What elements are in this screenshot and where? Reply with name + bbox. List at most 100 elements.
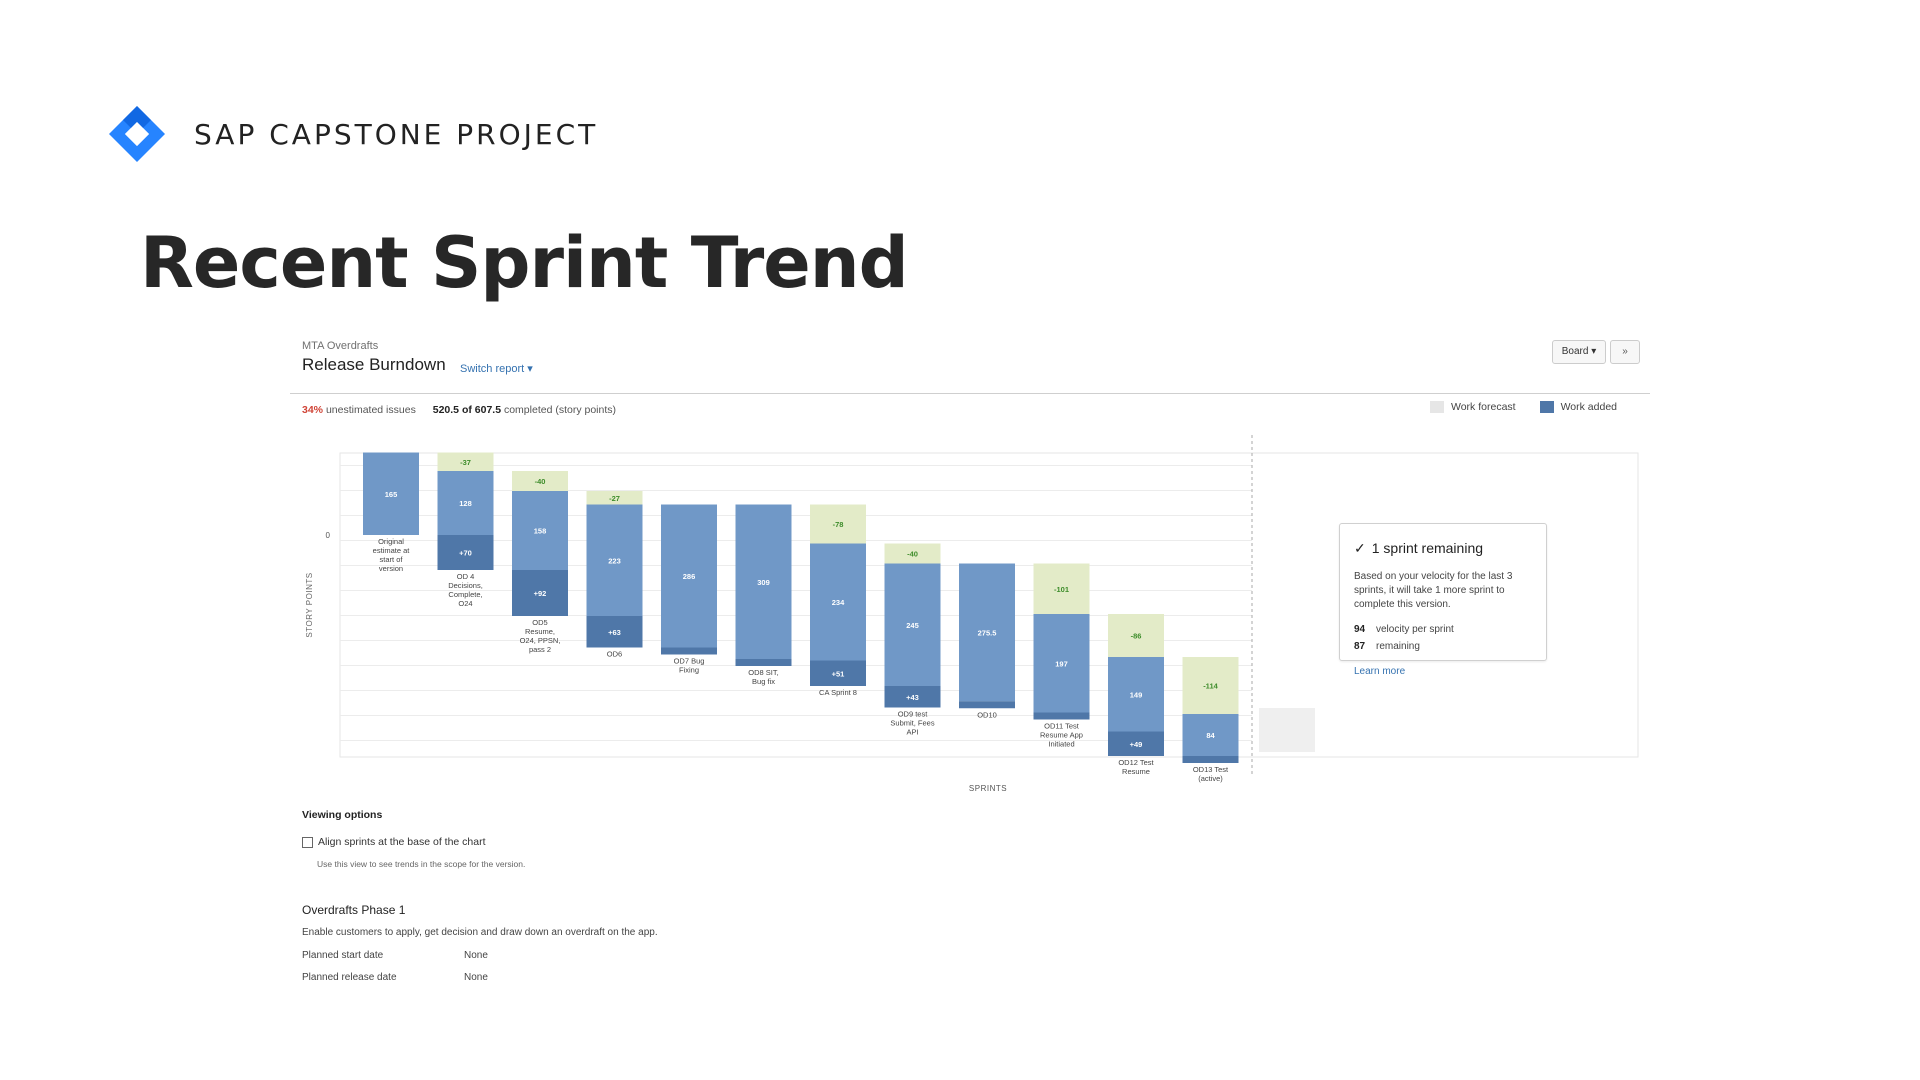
sprint-label: CA Sprint 8 — [819, 688, 857, 697]
project-name: MTA Overdrafts — [302, 340, 379, 352]
viewing-options-heading: Viewing options — [302, 809, 383, 821]
sprint-label: OD10 — [977, 710, 997, 719]
completed-value-label: -37 — [460, 458, 471, 467]
x-axis-label: SPRINTS — [969, 784, 1007, 793]
sprint-label: Complete, — [448, 590, 482, 599]
sprint-label: pass 2 — [529, 645, 551, 654]
remaining-row: 87 remaining — [1354, 641, 1420, 652]
completed-value-label: -86 — [1131, 632, 1142, 641]
sprint-label: Original — [378, 537, 404, 546]
remaining-value-label: 149 — [1130, 690, 1143, 699]
remaining-bar — [661, 504, 717, 648]
sprint-label: Resume App — [1040, 731, 1083, 740]
remaining-value-label: 309 — [757, 578, 770, 587]
added-value-label: +70 — [459, 549, 472, 558]
added-bar — [586, 616, 643, 648]
legend-added-label: Work added — [1560, 401, 1618, 413]
completed-bar — [1182, 657, 1239, 714]
completed-points: 520.5 of 607.5 — [432, 404, 502, 416]
version-description: Enable customers to apply, get decision … — [302, 927, 658, 938]
completed-value-label: -40 — [907, 550, 918, 559]
added-sliver — [959, 701, 1015, 709]
report-stats: 34% unestimated issues 520.5 of 607.5 co… — [302, 404, 616, 416]
remaining-bar — [1182, 714, 1239, 756]
remaining-value-label: 223 — [608, 556, 621, 565]
sprint-label: Submit, Fees — [890, 719, 934, 728]
y-axis-label: STORY POINTS — [305, 572, 314, 637]
added-bar — [512, 570, 568, 616]
remaining-bar — [586, 504, 643, 616]
sprint-label: OD9 test — [898, 710, 929, 719]
sprint-label: Initiated — [1048, 740, 1074, 749]
planned-release-value: None — [464, 972, 488, 983]
align-sprints-option[interactable]: Align sprints at the base of the chart — [302, 836, 486, 848]
added-value-label: +63 — [608, 628, 621, 637]
unestimated-percent: 34% — [302, 404, 324, 416]
remaining-bar — [1108, 657, 1164, 732]
added-sliver — [1033, 712, 1090, 720]
planned-start-row: Planned start date None — [302, 950, 488, 961]
forecast-description: Based on your velocity for the last 3 sp… — [1354, 571, 1513, 610]
remaining-value-label: 234 — [832, 598, 845, 607]
completed-value-label: -78 — [833, 520, 844, 529]
remaining-value-label: 128 — [459, 499, 472, 508]
sprint-label: O24, PPSN, — [520, 636, 561, 645]
sprint-label: estimate at — [373, 546, 411, 555]
completed-label: completed (story points) — [503, 404, 617, 416]
added-value-label: +43 — [906, 693, 919, 702]
added-bar — [810, 660, 866, 686]
align-sprints-label: Align sprints at the base of the chart — [318, 836, 486, 848]
sprint-label: OD8 SIT, — [748, 668, 778, 677]
remaining-value-label: 197 — [1055, 659, 1068, 668]
switch-report-link[interactable]: Switch report ▾ — [460, 363, 533, 375]
sprint-label: OD6 — [607, 650, 622, 659]
planned-release-label: Planned release date — [302, 972, 397, 983]
added-swatch — [1539, 401, 1554, 413]
remaining-value-label: 286 — [683, 572, 696, 581]
added-value-label: +49 — [1130, 740, 1143, 749]
board-button[interactable]: Board ▾ — [1552, 340, 1606, 364]
align-sprints-hint: Use this view to see trends in the scope… — [317, 859, 526, 869]
sprint-label: Resume, — [525, 627, 555, 636]
remaining-bar — [512, 491, 568, 570]
sprint-label: start of — [380, 555, 404, 564]
learn-more-link[interactable]: Learn more — [1354, 666, 1406, 677]
added-value-label: +92 — [534, 589, 547, 598]
remaining-bar — [884, 563, 941, 686]
completed-bar — [884, 543, 941, 564]
remaining-value-label: 158 — [534, 527, 547, 536]
forecast-title: ✓ 1 sprint remaining — [1354, 540, 1483, 557]
sprint-label: Decisions, — [448, 581, 483, 590]
completed-value-label: -101 — [1054, 585, 1069, 594]
brand: SAP CAPSTONE PROJECT — [108, 105, 598, 163]
release-burndown-report: MTA Overdrafts Release Burndown Switch r… — [290, 335, 1650, 1015]
velocity-row: 94 velocity per sprint — [1354, 624, 1454, 635]
align-sprints-checkbox[interactable] — [302, 836, 313, 848]
sprint-label: OD11 Test — [1044, 722, 1080, 731]
added-value-label: +51 — [832, 669, 845, 678]
planned-start-label: Planned start date — [302, 950, 384, 961]
completed-bar — [810, 504, 866, 544]
zero-tick-label: 0 — [326, 531, 331, 540]
header-divider — [290, 393, 1650, 394]
remaining-bar — [959, 563, 1015, 702]
added-bar — [1108, 731, 1164, 756]
completed-bar — [1108, 614, 1164, 657]
forecast-bar — [1259, 708, 1315, 752]
page-title: Recent Sprint Trend — [140, 222, 909, 304]
sprint-label: API — [906, 728, 918, 737]
remaining-bar — [810, 543, 866, 661]
planned-start-value: None — [464, 950, 488, 961]
remaining-bar — [363, 452, 419, 535]
completed-bar — [586, 491, 643, 505]
jira-logo-icon — [109, 106, 165, 162]
completed-bar — [512, 471, 568, 491]
collapse-button[interactable]: » — [1610, 340, 1640, 364]
sprint-label: O24 — [458, 599, 472, 608]
sprint-label: OD7 Bug — [674, 657, 705, 666]
completed-value-label: -114 — [1203, 682, 1218, 691]
completed-value-label: -27 — [609, 494, 620, 503]
velocity-label: velocity per sprint — [1376, 624, 1454, 635]
report-title: Release Burndown — [302, 355, 446, 374]
remaining-bar — [735, 504, 792, 659]
